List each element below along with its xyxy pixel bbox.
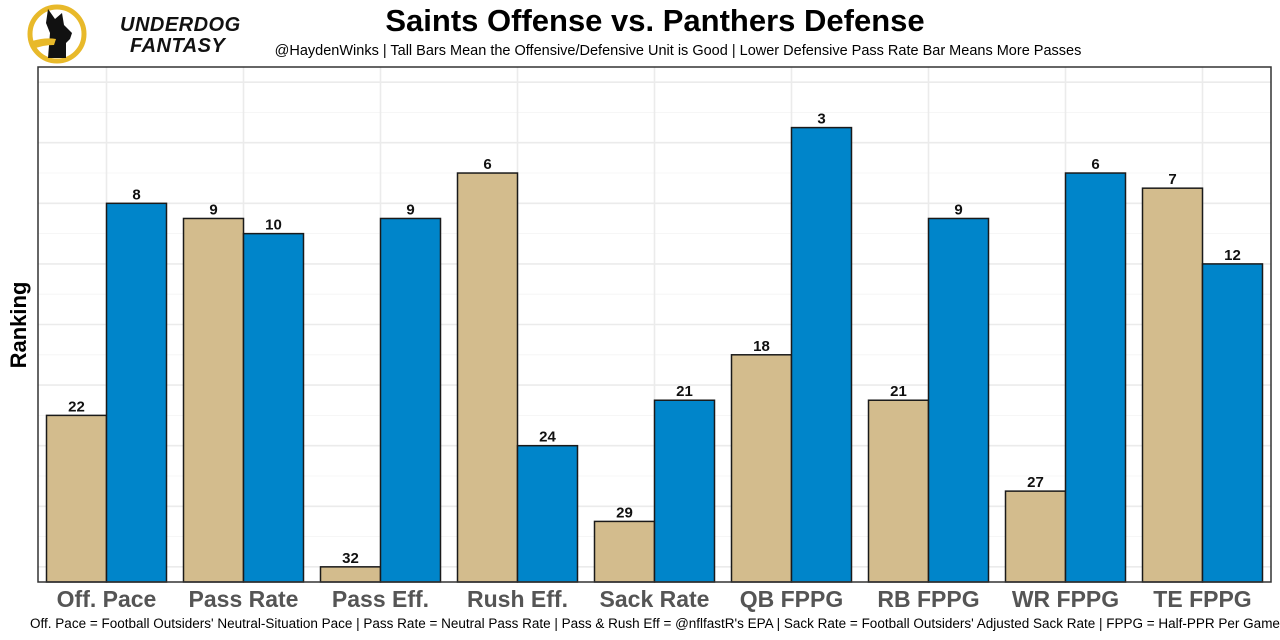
- data-label: 12: [1224, 247, 1241, 264]
- data-label: 22: [68, 398, 85, 415]
- bar-offense: [45, 414, 108, 583]
- bar-offense: [182, 217, 245, 583]
- data-label: 27: [1027, 474, 1044, 491]
- data-label: 18: [753, 338, 770, 355]
- x-tick-label: QB FPPG: [740, 586, 844, 612]
- bar-offense: [319, 566, 382, 583]
- chart-subtitle: @HaydenWinks | Tall Bars Mean the Offens…: [274, 43, 1082, 59]
- data-label: 9: [406, 201, 414, 218]
- bar-defense: [653, 399, 716, 583]
- bar-defense: [242, 232, 305, 583]
- bars: [45, 126, 1264, 583]
- bar-offense: [1141, 187, 1204, 583]
- underdog-fantasy-logo: UNDERDOG FANTASY: [26, 3, 266, 64]
- data-label: 8: [132, 186, 140, 203]
- bar-offense: [593, 520, 656, 583]
- data-label: 21: [890, 383, 907, 400]
- data-labels: 22 8 9 10 32 9 6 24 29 21 18 3 21 9 27 6 7 12: [68, 111, 1241, 567]
- brand-line-2: FANTASY: [130, 35, 226, 57]
- data-label: 9: [209, 201, 217, 218]
- x-tick-label: Rush Eff.: [467, 586, 568, 612]
- bar-defense: [379, 217, 442, 583]
- x-tick-label: TE FPPG: [1153, 586, 1251, 612]
- data-label: 10: [265, 217, 282, 234]
- dog-logo-icon: [27, 4, 87, 64]
- data-label: 6: [1091, 156, 1099, 173]
- chart-caption: Off. Pace = Football Outsiders' Neutral-…: [30, 616, 1280, 631]
- bar-defense: [105, 202, 168, 583]
- chart-title: Saints Offense vs. Panthers Defense: [385, 3, 925, 38]
- data-label: 7: [1168, 171, 1176, 188]
- bar-defense: [516, 444, 579, 583]
- bar-defense: [1064, 172, 1127, 583]
- data-label: 9: [954, 201, 962, 218]
- bar-offense: [867, 399, 930, 583]
- bar-defense: [790, 126, 853, 583]
- x-tick-label: Pass Rate: [189, 586, 299, 612]
- bar-defense: [927, 217, 990, 583]
- data-label: 29: [616, 504, 633, 521]
- x-tick-label: RB FPPG: [877, 586, 979, 612]
- plot-border: [37, 66, 1272, 583]
- data-label: 21: [676, 383, 693, 400]
- bar-offense: [456, 172, 519, 583]
- data-label: 24: [539, 429, 556, 446]
- x-tick-labels: Off. Pace Pass Rate Pass Eff. Rush Eff. Sack…: [57, 586, 1252, 612]
- data-label: 6: [483, 156, 491, 173]
- x-tick-label: WR FPPG: [1012, 586, 1119, 612]
- bar-offense: [730, 354, 793, 583]
- x-tick-label: Pass Eff.: [332, 586, 429, 612]
- data-label: 3: [817, 111, 825, 128]
- brand-name: UNDERDOG FANTASY: [120, 15, 241, 57]
- data-label: 32: [342, 550, 359, 567]
- brand-line-1: UNDERDOG: [120, 14, 241, 36]
- x-tick-label: Sack Rate: [600, 586, 710, 612]
- x-tick-label: Off. Pace: [57, 586, 157, 612]
- bar-offense: [1004, 490, 1067, 583]
- bar-defense: [1201, 263, 1264, 583]
